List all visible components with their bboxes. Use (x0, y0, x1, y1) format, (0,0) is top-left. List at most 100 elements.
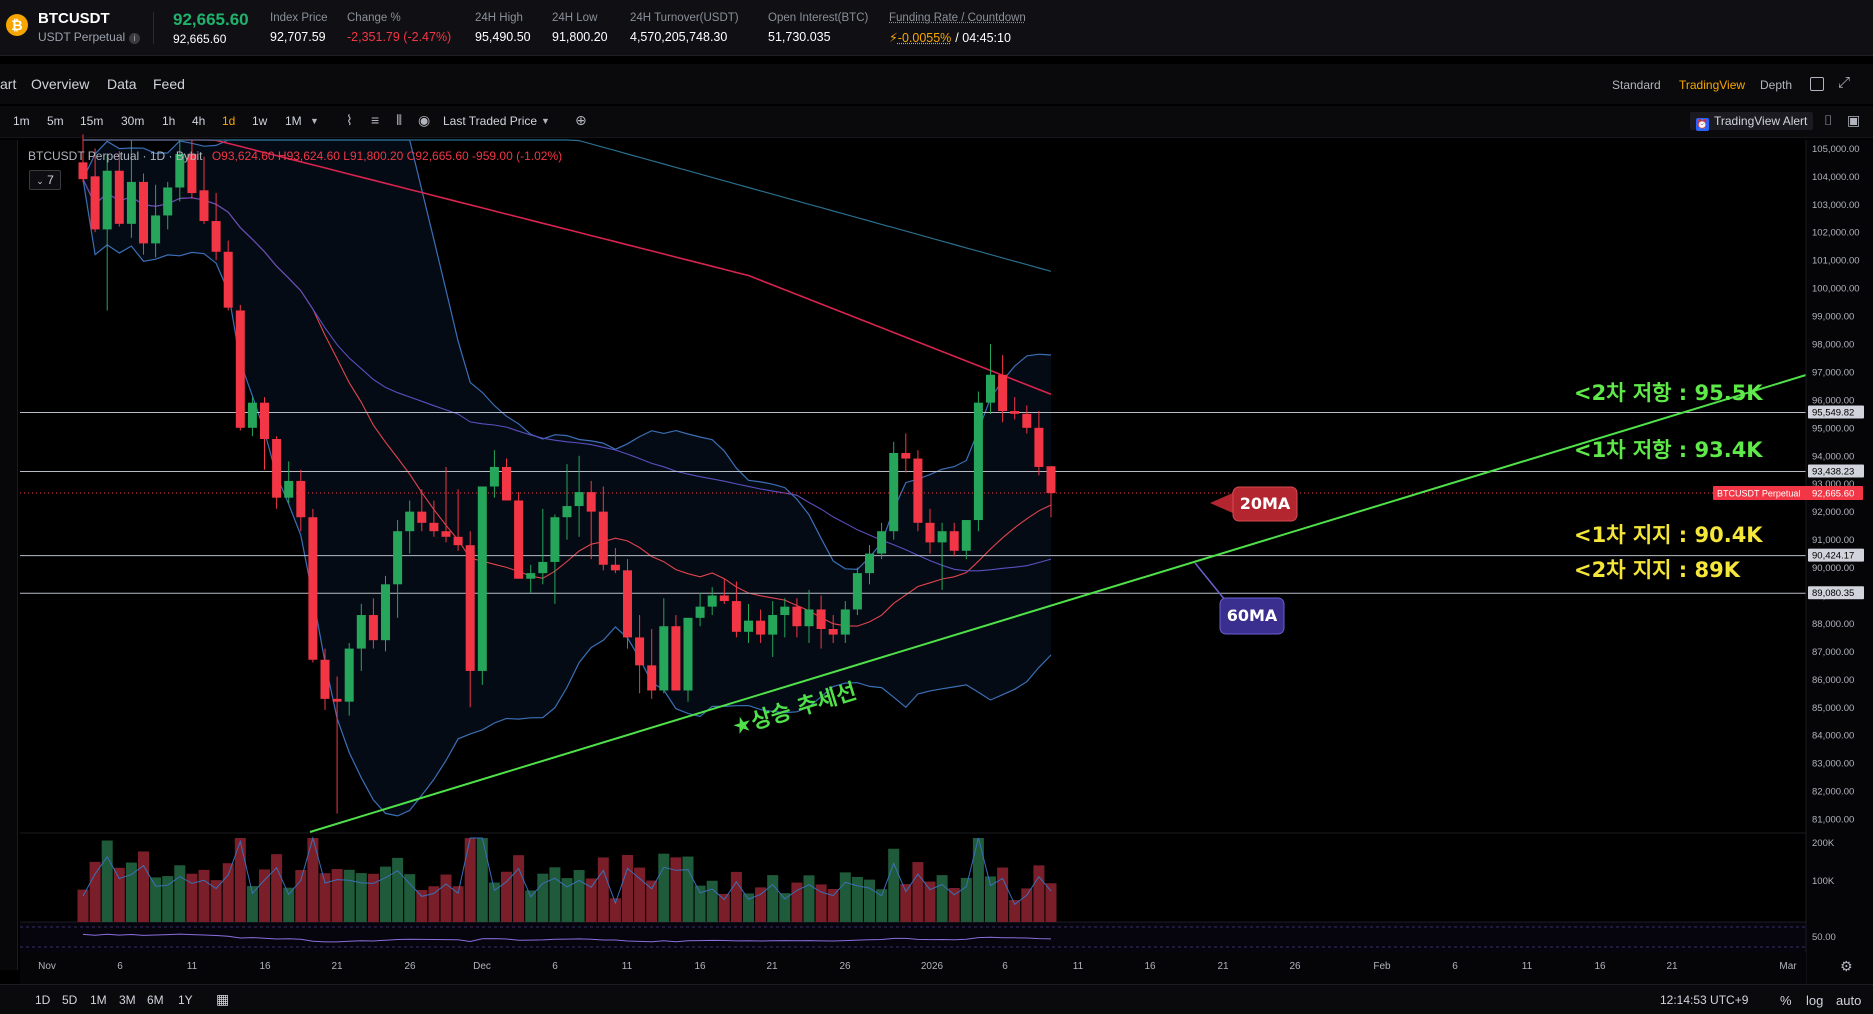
range-5d[interactable]: 5D (62, 993, 78, 1007)
timeframe-4h[interactable]: 4h (192, 114, 206, 128)
drawing-icon[interactable]: ≡ (371, 112, 380, 128)
timeframe-5m[interactable]: 5m (47, 114, 64, 128)
candle-body (731, 601, 741, 632)
candle (247, 397, 257, 437)
range-1m[interactable]: 1M (90, 993, 107, 1007)
volume-bar (162, 876, 174, 922)
range-3m[interactable]: 3M (119, 993, 136, 1007)
candle (659, 598, 669, 694)
candle (417, 489, 427, 532)
indicator-icon[interactable]: ⌇ (346, 112, 353, 128)
candle (477, 486, 487, 685)
candle-body (780, 606, 790, 616)
range-1d[interactable]: 1D (35, 993, 51, 1007)
camera-icon[interactable]: ⌷ (1824, 112, 1833, 128)
stat-label: 24H Turnover(USDT) (630, 12, 739, 24)
stat-label: 24H High (475, 12, 523, 24)
y-tick-label: 98,000.00 (1812, 339, 1854, 350)
view-standard[interactable]: Standard (1612, 78, 1661, 92)
tab-feed[interactable]: Feed (153, 76, 185, 92)
view-depth[interactable]: Depth (1760, 78, 1793, 92)
log-toggle[interactable]: log (1806, 993, 1824, 1008)
auto-toggle[interactable]: auto (1836, 993, 1862, 1008)
candle-body (502, 466, 511, 501)
tabs-row: art Overview Data Feed Standard TradingV… (0, 64, 1873, 104)
add-icon[interactable]: ⊕ (575, 112, 587, 128)
price-source-select[interactable]: Last Traded Price (443, 114, 538, 128)
stat-label[interactable]: Funding Rate / Countdown (889, 12, 1026, 24)
candle (816, 595, 826, 649)
timeframe-1d[interactable]: 1d (222, 114, 236, 128)
settings-square-icon[interactable]: ▣ (1847, 112, 1861, 128)
candle (562, 464, 572, 540)
x-tick-label: 6 (1002, 961, 1008, 972)
volume-tick-label: 200K (1812, 838, 1835, 849)
volume-bar (210, 880, 222, 922)
timeframe-30m[interactable]: 30m (121, 114, 145, 128)
x-tick-label: 21 (1666, 961, 1678, 972)
candle (671, 615, 681, 691)
candle (235, 304, 245, 431)
level-tag-label: 90,424.17 (1812, 551, 1854, 562)
candle-body (260, 402, 269, 439)
tab-data[interactable]: Data (107, 76, 137, 92)
timeframe-1h[interactable]: 1h (162, 114, 176, 128)
x-tick-label: 21 (331, 961, 343, 972)
candle (913, 450, 923, 532)
candle-body (332, 698, 342, 702)
timeframe-15m[interactable]: 15m (80, 114, 104, 128)
level-tag-label: 93,438.23 (1812, 466, 1854, 477)
rsi-tick-label: 50.00 (1812, 932, 1836, 943)
candle (296, 469, 306, 532)
chevron-down-icon[interactable]: ▼ (541, 116, 550, 126)
ma60-line (82, 178, 1052, 572)
volume-bar (464, 838, 476, 922)
settings-icon: ⚙ (1840, 959, 1853, 975)
candle (1022, 405, 1032, 434)
candle-body (235, 310, 245, 428)
symbol-name[interactable]: BTCUSDT (38, 10, 110, 27)
volume-bar (912, 862, 924, 922)
expand-icon[interactable]: ⤢ (1838, 74, 1851, 91)
candle-body (114, 170, 124, 224)
calendar-icon[interactable]: ▦ (216, 991, 230, 1007)
candle-body (768, 615, 778, 635)
candle-body (284, 480, 294, 498)
x-tick-label: 6 (552, 961, 558, 972)
drawing-tools-strip[interactable] (0, 140, 18, 970)
view-tradingview[interactable]: TradingView (1679, 78, 1746, 92)
level-tag (1808, 548, 1864, 562)
price-source-icon[interactable]: ◉ (418, 112, 431, 128)
volume-bar (682, 856, 694, 922)
tradingview-alert-button[interactable]: ⏰ TradingView Alert (1690, 112, 1814, 131)
volume-bar (985, 876, 996, 922)
volume-bar (597, 857, 609, 922)
percent-toggle[interactable]: % (1780, 993, 1792, 1008)
timeframe-1w[interactable]: 1w (252, 114, 268, 128)
stat-label: Index Price (270, 12, 328, 24)
x-tick-label: 2026 (921, 961, 944, 972)
timeframe-1m[interactable]: 1m (13, 114, 30, 128)
y-tick-label: 82,000.00 (1812, 787, 1854, 798)
fullscreen-square-icon[interactable] (1810, 77, 1824, 91)
tab-chart[interactable]: art (0, 76, 17, 92)
y-tick-label: 103,000.00 (1812, 200, 1860, 211)
candle-body (744, 620, 753, 632)
candle (731, 581, 741, 638)
timeframe-1M[interactable]: 1M (285, 114, 302, 128)
price-axis (1806, 140, 1873, 984)
volume-bar (150, 877, 162, 922)
info-icon[interactable]: i (129, 33, 141, 44)
candle-body (695, 606, 705, 618)
chevron-down-icon[interactable]: ▼ (310, 116, 319, 126)
tab-overview[interactable]: Overview (31, 76, 90, 92)
candle-type-icon[interactable]: ⦀ (396, 112, 403, 128)
price-tag-name: BTCUSDT Perpetual (1717, 489, 1800, 499)
bottom-bar: 1D 5D 1M 3M 6M 1Y ▦ 12:14:53 UTC+9 % log… (0, 984, 1873, 1014)
legend-collapse-button[interactable]: ⌄ 7 (29, 170, 61, 190)
range-1y[interactable]: 1Y (178, 993, 193, 1007)
x-tick-label: 21 (1217, 961, 1229, 972)
range-6m[interactable]: 6M (147, 993, 164, 1007)
candle-body (102, 170, 112, 230)
